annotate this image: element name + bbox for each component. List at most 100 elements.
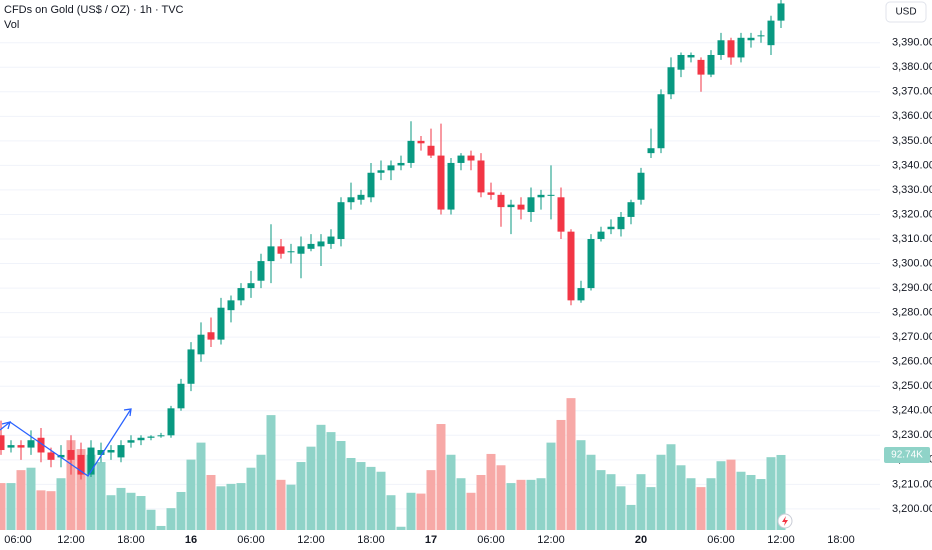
arrow-head: [123, 408, 132, 417]
volume-bar: [766, 457, 776, 530]
y-tick-label: 3,200.000: [892, 503, 932, 515]
candle-body: [507, 204, 515, 208]
candle-body: [227, 300, 235, 311]
volume-bar: [706, 478, 716, 530]
volume-bar: [636, 474, 646, 530]
volume-bar: [166, 508, 176, 530]
volume-bar: [386, 495, 396, 530]
volume-bar: [366, 466, 376, 530]
volume-bar: [436, 424, 446, 530]
volume-bar: [246, 467, 256, 530]
candle-body: [357, 194, 365, 200]
candle-body: [307, 243, 315, 249]
x-tick-label: 17: [425, 534, 437, 546]
volume-bar: [146, 509, 156, 530]
candle-body: [177, 383, 185, 409]
volume-bar: [46, 491, 56, 530]
volume-bar: [106, 495, 116, 530]
volume-bar: [656, 454, 666, 530]
volume-bar: [516, 479, 526, 530]
candle-body: [607, 226, 615, 230]
volume-bar: [226, 483, 236, 530]
volume-bar: [406, 492, 416, 530]
candle-body: [657, 94, 665, 149]
candle-body: [67, 450, 75, 460]
volume-bar: [566, 398, 576, 530]
candle-body: [747, 37, 755, 41]
candle-body: [267, 246, 275, 262]
candle-body: [467, 155, 475, 161]
volume-bar: [666, 444, 676, 530]
volume-bar: [136, 496, 146, 530]
volume-bar: [456, 478, 466, 530]
volume-bar: [696, 487, 706, 530]
candle-body: [757, 35, 765, 37]
candle-body: [117, 445, 125, 458]
volume-bar: [626, 504, 636, 530]
currency[interactable]: USD: [895, 7, 916, 18]
volume-bar: [176, 491, 186, 530]
volume-bar: [596, 470, 606, 530]
x-tick-label: 18:00: [357, 534, 385, 546]
y-tick-label: 3,330.000: [892, 184, 932, 196]
x-tick-label: 18:00: [117, 534, 145, 546]
y-tick-label: 3,210.000: [892, 478, 932, 490]
volume-bar: [776, 454, 786, 530]
x-tick-label: 12:00: [57, 534, 85, 546]
candle-body: [277, 246, 285, 254]
candle-body: [397, 162, 405, 166]
x-tick-label: 20: [635, 534, 647, 546]
volume-bar: [686, 478, 696, 530]
volume-bar: [546, 442, 556, 530]
candle-body: [777, 3, 785, 21]
volume-bar: [86, 454, 96, 530]
volume-bar: [416, 493, 426, 530]
candle-body: [737, 37, 745, 58]
volume-bar: [536, 478, 546, 530]
volume-bar: [16, 470, 26, 530]
volume-bar: [426, 470, 436, 530]
volume-bar: [126, 492, 136, 530]
candle-body: [337, 202, 345, 240]
candle-body: [717, 40, 725, 55]
x-tick-label: 06:00: [477, 534, 505, 546]
y-tick-label: 3,370.000: [892, 86, 932, 98]
y-tick-label: 3,250.000: [892, 380, 932, 392]
volume-bar: [0, 483, 6, 530]
candle-body: [727, 40, 735, 58]
volume-bar: [496, 465, 506, 530]
candle-body: [567, 231, 575, 301]
volume-bar: [356, 462, 366, 530]
candle-body: [597, 231, 605, 240]
candle-body: [87, 447, 95, 475]
volume-bar: [466, 492, 476, 530]
candle-body: [647, 148, 655, 154]
volume-bar: [206, 474, 216, 530]
volume-bar: [506, 483, 516, 530]
candle-body: [317, 241, 325, 247]
currency-box[interactable]: [885, 1, 927, 23]
candle-body: [187, 349, 195, 384]
volume-bar: [276, 479, 286, 530]
candle-body: [7, 445, 15, 448]
candles: [0, 0, 785, 480]
candle-body: [617, 216, 625, 230]
candle-body: [537, 194, 545, 198]
candle-body: [517, 204, 525, 210]
y-tick-label: 3,360.000: [892, 110, 932, 122]
trend-drawing: [0, 408, 132, 477]
x-tick-label: 12:00: [297, 534, 325, 546]
volume-bar: [306, 446, 316, 530]
y-tick-label: 3,380.000: [892, 61, 932, 73]
x-tick-label: 06:00: [237, 534, 265, 546]
candle-body: [387, 165, 395, 171]
volume-bar: [586, 454, 596, 530]
candle-body: [0, 435, 5, 451]
candle-body: [687, 54, 695, 58]
volume-last-badge: [884, 446, 930, 463]
candle-body: [377, 170, 385, 173]
y-tick-label: 3,390.000: [892, 37, 932, 49]
candle-body: [107, 450, 115, 453]
candle-body: [207, 332, 215, 340]
volume-bar: [36, 490, 46, 530]
